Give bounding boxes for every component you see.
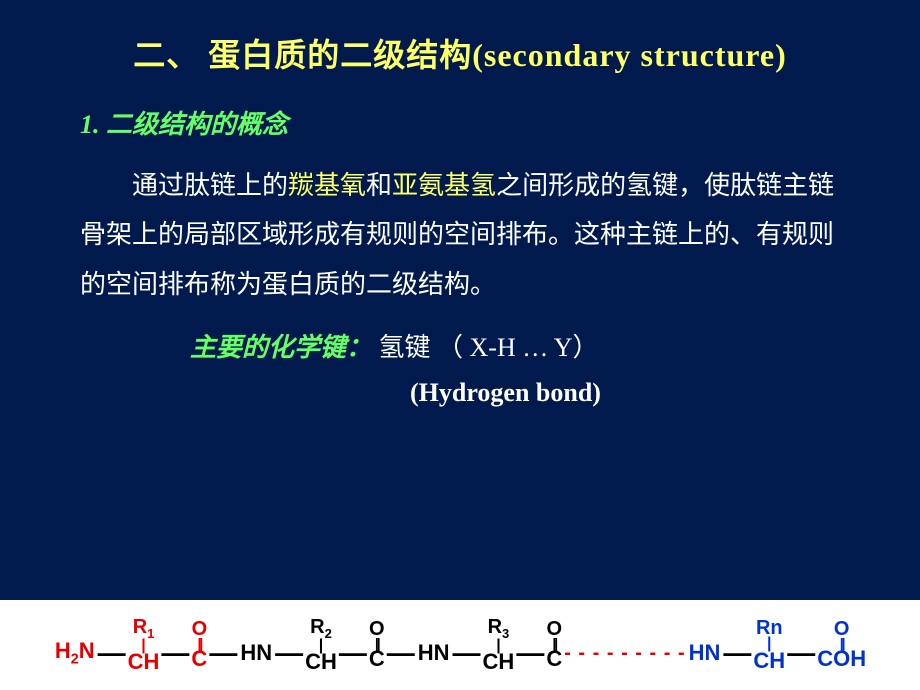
c-atom: C <box>191 650 207 669</box>
hn-atom: HN <box>688 640 722 666</box>
c-atom: C <box>369 650 385 669</box>
nh2-group: H2N <box>54 638 96 667</box>
section-number: 1. <box>80 110 100 139</box>
bond-english: (Hydrogen bond) <box>410 378 870 408</box>
highlight-carbonyl: 羰基氧 <box>288 171 366 200</box>
bond-label: 主要的化学键： <box>190 333 372 362</box>
ch-atom: CH <box>128 651 160 673</box>
section-heading: 1. 二级结构的概念 <box>80 104 870 141</box>
bond-line: 主要的化学键： 氢键 （ X-H … Y） <box>190 327 870 364</box>
ch-r1-group: R1 | CH <box>128 617 160 673</box>
section-heading-text: 二级结构的概念 <box>106 110 288 139</box>
chain-continuation: - - - - - - - - - <box>562 642 687 665</box>
bond-icon: — <box>207 637 239 669</box>
bond-icon: — <box>159 637 191 669</box>
highlight-imino: 亚氨基氢 <box>392 171 496 200</box>
ch-atom: CH <box>483 651 515 673</box>
ch-atom: CH <box>305 651 337 673</box>
c-o-group: O || C <box>546 621 562 669</box>
ch-rn-group: Rn | CH <box>753 618 785 671</box>
bond-icon: — <box>514 637 546 669</box>
coh-group: O || COH <box>817 621 866 669</box>
ch-r2-group: R2 | CH <box>305 617 337 673</box>
bond-icon: — <box>96 637 128 669</box>
bond-icon: — <box>721 637 753 669</box>
hn-atom: HN <box>239 640 273 666</box>
body-paragraph: 通过肽链上的羰基氧和亚氨基氢之间形成的氢键，使肽链主链骨架上的局部区域形成有规则… <box>80 161 850 309</box>
bond-text: 氢键 （ X-H … Y） <box>379 333 599 362</box>
bond-icon: — <box>273 637 305 669</box>
para-mid1: 和 <box>366 171 392 200</box>
chemical-formula-strip: H2N — R1 | CH — O || C — HN — R2 | CH — … <box>0 600 920 690</box>
ch-r3-group: R3 | CH <box>483 617 515 673</box>
bond-icon: — <box>385 637 417 669</box>
coh-atom: COH <box>817 650 866 669</box>
slide-container: 二、 蛋白质的二级结构(secondary structure) 1. 二级结构… <box>0 0 920 408</box>
c-o-group: O || C <box>369 621 385 669</box>
bond-icon: — <box>451 637 483 669</box>
hn-atom: HN <box>417 640 451 666</box>
bond-icon: — <box>785 637 817 669</box>
slide-title: 二、 蛋白质的二级结构(secondary structure) <box>50 30 870 76</box>
bond-icon: — <box>337 637 369 669</box>
para-pre: 通过肽链上的 <box>132 171 288 200</box>
c-atom: C <box>546 650 562 669</box>
c-o-group: O || C <box>191 621 207 669</box>
ch-atom: CH <box>753 650 785 672</box>
